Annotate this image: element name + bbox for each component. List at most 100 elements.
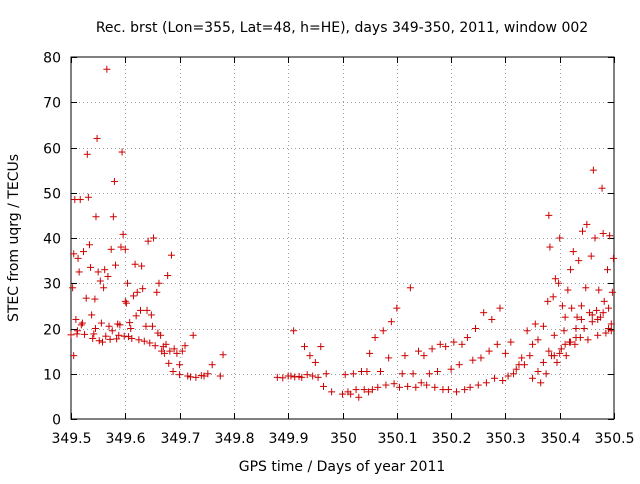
data-point <box>303 371 311 379</box>
data-point <box>398 370 406 378</box>
data-point <box>162 340 170 348</box>
data-point <box>599 309 607 317</box>
data-point <box>121 297 129 305</box>
data-point <box>322 370 330 378</box>
data-point <box>531 320 539 328</box>
chart-title: Rec. brst (Lon=355, Lat=48, h=HE), days … <box>96 20 588 36</box>
data-point <box>189 331 197 339</box>
data-point <box>567 266 575 274</box>
data-point <box>562 352 570 360</box>
data-point <box>393 304 401 312</box>
data-point <box>431 383 439 391</box>
data-point <box>146 339 154 347</box>
data-points <box>67 65 617 401</box>
data-point <box>78 319 86 327</box>
data-point <box>567 338 575 346</box>
data-point <box>93 134 101 142</box>
data-point <box>298 373 306 381</box>
data-point <box>108 327 116 335</box>
data-point <box>143 306 151 314</box>
data-point <box>96 277 104 285</box>
data-point <box>118 148 126 156</box>
data-point <box>363 367 371 375</box>
data-point <box>150 234 158 242</box>
data-point <box>328 388 336 396</box>
data-point <box>599 229 607 237</box>
data-point <box>144 237 152 245</box>
data-point <box>545 347 553 355</box>
y-tick-label: 10 <box>43 368 61 384</box>
data-point <box>139 285 147 293</box>
data-point <box>469 356 477 364</box>
data-point <box>482 379 490 387</box>
data-point <box>117 243 125 251</box>
data-point <box>583 220 591 228</box>
x-axis-label: GPS time / Days of year 2011 <box>239 459 446 475</box>
data-point <box>588 318 596 326</box>
data-point <box>379 327 387 335</box>
data-point <box>148 322 156 330</box>
y-tick-label: 20 <box>43 323 61 339</box>
data-point <box>131 260 139 268</box>
data-point <box>520 361 528 369</box>
x-tick-label: 350.4 <box>540 431 580 447</box>
data-point <box>287 372 295 380</box>
data-point <box>542 370 550 378</box>
data-point <box>507 338 515 346</box>
grid-lines <box>71 57 614 419</box>
data-point <box>425 370 433 378</box>
data-point <box>588 311 596 319</box>
x-tick-label: 350.1 <box>377 431 417 447</box>
data-point <box>545 211 553 219</box>
data-point <box>105 322 113 330</box>
data-point <box>466 383 474 391</box>
data-point <box>371 334 379 342</box>
data-point <box>550 331 558 339</box>
data-point <box>365 388 373 396</box>
data-point <box>607 320 615 328</box>
data-point <box>412 383 420 391</box>
data-point <box>125 333 133 341</box>
data-point <box>88 311 96 319</box>
data-point <box>518 354 526 362</box>
data-point <box>560 327 568 335</box>
y-tick-label: 30 <box>43 277 61 293</box>
data-point <box>67 331 75 339</box>
data-point <box>572 325 580 332</box>
x-tick-label: 350.3 <box>485 431 525 447</box>
data-point <box>79 248 87 256</box>
data-point <box>92 213 100 221</box>
data-point <box>349 370 357 378</box>
data-point <box>155 279 163 287</box>
data-point <box>458 340 466 348</box>
y-tick-label: 40 <box>43 232 61 248</box>
data-point <box>561 313 569 321</box>
data-point <box>142 322 150 330</box>
data-point <box>208 361 216 369</box>
data-point <box>447 365 455 373</box>
data-point <box>133 288 141 296</box>
data-point <box>594 315 602 323</box>
data-point <box>113 335 121 343</box>
data-point <box>602 329 610 337</box>
data-point <box>537 379 545 387</box>
data-point <box>450 338 458 346</box>
data-point <box>491 374 499 382</box>
data-point <box>377 367 385 375</box>
data-point <box>544 297 552 305</box>
data-point <box>103 65 111 73</box>
data-point <box>387 318 395 326</box>
data-point <box>594 331 602 339</box>
data-point <box>504 372 512 380</box>
data-point <box>219 351 227 359</box>
data-point <box>529 340 537 348</box>
data-point <box>101 266 109 274</box>
data-point <box>593 306 601 314</box>
data-point <box>444 386 452 394</box>
data-point <box>70 352 78 360</box>
data-point <box>606 232 614 240</box>
data-point <box>89 334 97 342</box>
data-point <box>557 345 565 353</box>
data-point <box>436 340 444 348</box>
